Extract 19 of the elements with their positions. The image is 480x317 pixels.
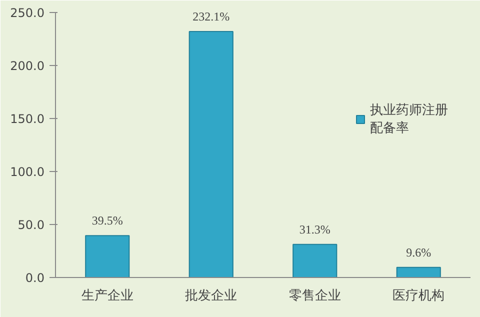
x-tick-label: 医疗机构 xyxy=(392,288,445,304)
data-label: 232.1% xyxy=(192,9,230,24)
bar xyxy=(396,266,441,278)
bar xyxy=(292,244,338,278)
bar xyxy=(188,30,234,278)
y-tick-label: 200.0 xyxy=(10,59,45,73)
legend-label: 执业药师注册配备率 xyxy=(370,102,448,137)
data-label: 31.3% xyxy=(299,222,330,236)
y-tick-label: 100.0 xyxy=(10,165,45,179)
y-tick-label: 250.0 xyxy=(10,6,45,20)
data-label: 39.5% xyxy=(92,214,123,228)
y-tick-label: 50.0 xyxy=(18,218,44,232)
x-tick-label: 批发企业 xyxy=(185,288,238,304)
y-tick-label: 0.0 xyxy=(25,271,45,285)
data-label: 9.6% xyxy=(406,245,432,260)
x-tick-label: 生产企业 xyxy=(81,288,134,304)
bar xyxy=(85,235,130,278)
x-tick-label: 零售企业 xyxy=(288,288,341,304)
y-tick-label: 150.0 xyxy=(10,112,45,126)
